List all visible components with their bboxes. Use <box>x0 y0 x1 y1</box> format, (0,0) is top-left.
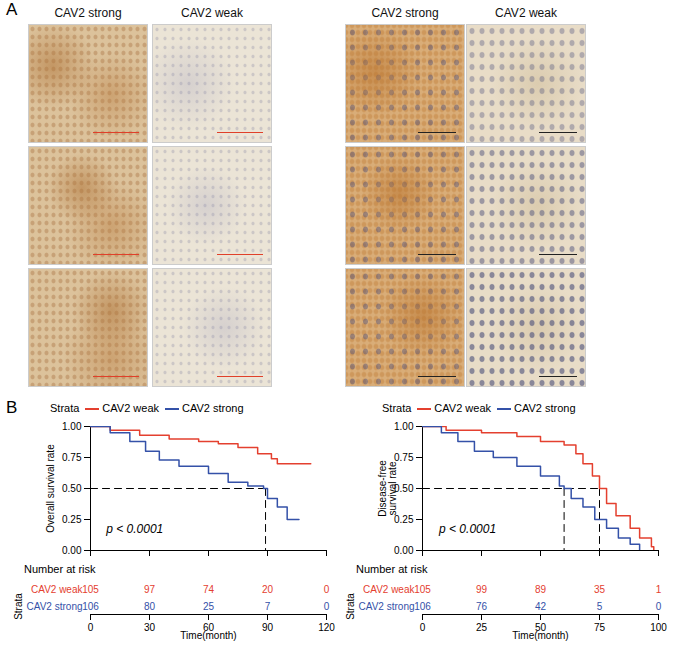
html-text:CAV2 strong: CAV2 strong <box>182 402 244 414</box>
svg-text:7: 7 <box>265 601 271 612</box>
svg-text:74: 74 <box>203 584 215 595</box>
svg-text:106: 106 <box>82 601 99 612</box>
svg-text:0.25: 0.25 <box>394 513 414 525</box>
svg-text:Time(month): Time(month) <box>180 630 236 641</box>
svg-text:89: 89 <box>535 584 547 595</box>
svg-text:0.00: 0.00 <box>394 545 414 556</box>
svg-text:76: 76 <box>476 601 488 612</box>
svg-text:0: 0 <box>324 601 330 612</box>
html-text:A: A <box>6 0 18 19</box>
svg-text:97: 97 <box>144 584 156 595</box>
svg-text:120: 120 <box>318 622 335 633</box>
svg-text:80: 80 <box>144 601 156 612</box>
svg-text:0.25: 0.25 <box>62 514 82 525</box>
svg-text:60: 60 <box>202 621 215 633</box>
svg-text:105: 105 <box>414 584 431 595</box>
svg-text:CAV2 weak: CAV2 weak <box>31 584 84 595</box>
svg-text:p < 0.0001: p < 0.0001 <box>438 522 496 536</box>
html-text:CAV2 weak: CAV2 weak <box>102 402 159 414</box>
svg-text:p < 0.0001: p < 0.0001 <box>105 522 163 536</box>
svg-text:50: 50 <box>534 621 547 633</box>
html-text:Strata: Strata <box>344 593 356 620</box>
svg-text:Disease-freesurvival rate: Disease-freesurvival rate <box>377 460 398 517</box>
html-text:Strata: Strata <box>50 402 80 414</box>
svg-text:0: 0 <box>88 622 94 633</box>
html-text:CAV2 weak: CAV2 weak <box>495 6 557 20</box>
html-text:Strata: Strata <box>12 593 24 620</box>
svg-text:CAV2 strong: CAV2 strong <box>27 601 83 612</box>
svg-text:CAV2 strong: CAV2 strong <box>359 601 415 612</box>
html-text:Number at risk: Number at risk <box>24 563 96 575</box>
svg-text:42: 42 <box>535 601 547 612</box>
svg-text:0.50: 0.50 <box>394 482 414 494</box>
svg-text:1.00: 1.00 <box>394 421 414 432</box>
html-text:CAV2 strong: CAV2 strong <box>371 6 439 20</box>
svg-text:0.75: 0.75 <box>394 452 414 463</box>
html-text:CAV2 weak: CAV2 weak <box>434 402 491 414</box>
svg-text:0: 0 <box>656 601 662 612</box>
svg-text:30: 30 <box>144 622 156 633</box>
svg-text:1.00: 1.00 <box>62 421 82 432</box>
svg-text:35: 35 <box>594 584 606 595</box>
html-text:Number at risk: Number at risk <box>356 563 428 575</box>
svg-text:0.50: 0.50 <box>62 483 82 494</box>
svg-text:5: 5 <box>597 601 603 612</box>
svg-text:105: 105 <box>82 584 99 595</box>
html-text:CAV2 strong: CAV2 strong <box>54 6 122 20</box>
html-text:CAV2 strong: CAV2 strong <box>514 402 576 414</box>
svg-text:100: 100 <box>650 622 667 633</box>
html-text:CAV2 weak: CAV2 weak <box>181 6 243 20</box>
svg-text:25: 25 <box>476 622 488 633</box>
svg-text:CAV2 weak: CAV2 weak <box>363 584 416 595</box>
svg-text:Overall survival rate: Overall survival rate <box>45 444 56 533</box>
svg-text:0.75: 0.75 <box>62 452 82 463</box>
svg-text:0.00: 0.00 <box>62 545 82 556</box>
svg-text:0: 0 <box>420 622 426 633</box>
svg-text:1: 1 <box>656 584 662 595</box>
svg-text:75: 75 <box>594 622 606 633</box>
svg-text:20: 20 <box>262 584 274 595</box>
svg-text:Time(month): Time(month) <box>512 630 568 641</box>
svg-text:106: 106 <box>414 601 431 612</box>
html-text:B: B <box>6 398 18 417</box>
svg-text:25: 25 <box>203 601 215 612</box>
svg-text:0: 0 <box>324 584 330 595</box>
html-text:Strata: Strata <box>382 402 412 414</box>
svg-text:90: 90 <box>262 622 274 633</box>
svg-text:99: 99 <box>476 584 488 595</box>
